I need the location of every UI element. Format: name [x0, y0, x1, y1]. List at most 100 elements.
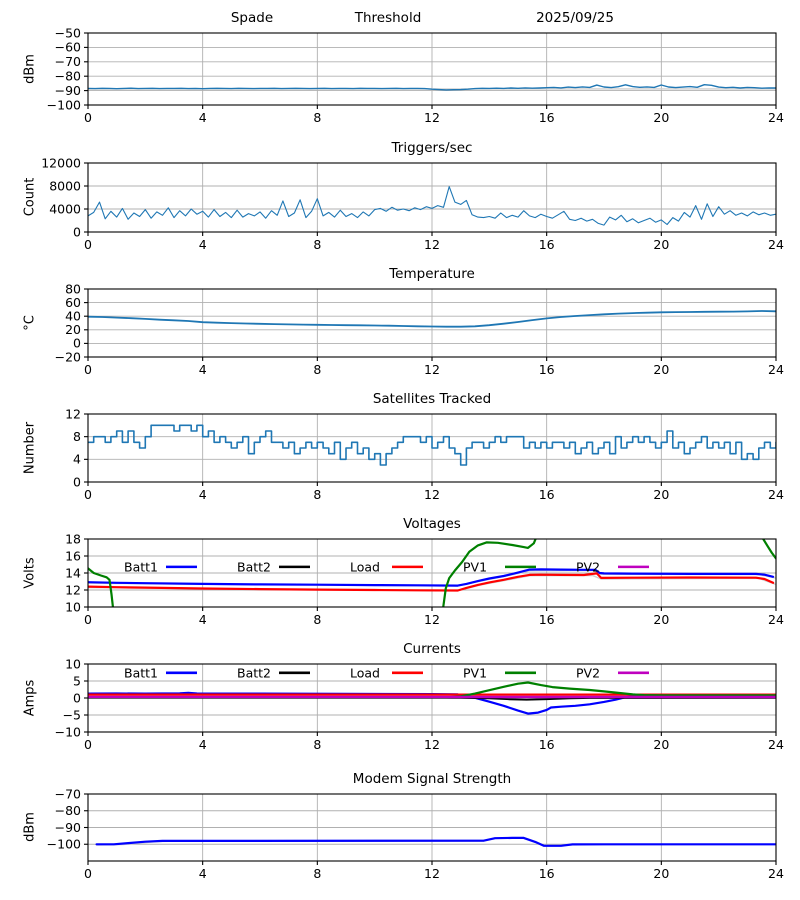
svg-text:60: 60 [65, 295, 81, 310]
svg-text:Batt1: Batt1 [124, 665, 158, 680]
svg-text:24: 24 [768, 866, 784, 881]
svg-text:16: 16 [539, 362, 555, 377]
voltages-series-batt1-voltage [88, 568, 775, 587]
svg-text:8: 8 [313, 110, 321, 125]
svg-text:PV1: PV1 [463, 665, 487, 680]
svg-text:0: 0 [84, 110, 92, 125]
voltages-chart: 10 12 14 16 18 0 4 8 12 16 20 24 Batt1 Batt2 Load PV1 PV… [65, 531, 784, 627]
currents-chart-title: Currents [403, 641, 461, 657]
svg-text:4: 4 [199, 737, 207, 752]
svg-text:PV1: PV1 [463, 559, 487, 574]
svg-text:−100: −100 [47, 837, 81, 852]
svg-text:20: 20 [653, 237, 669, 252]
svg-text:16: 16 [539, 487, 555, 502]
svg-text:80: 80 [65, 281, 81, 296]
svg-text:20: 20 [653, 866, 669, 881]
svg-text:Load: Load [350, 559, 380, 574]
svg-text:4: 4 [199, 487, 207, 502]
svg-text:24: 24 [768, 110, 784, 125]
voltages-series-pv1-voltage [761, 539, 776, 560]
svg-text:8: 8 [313, 487, 321, 502]
modem-chart-title: Modem Signal Strength [352, 771, 512, 787]
voltages-series-pv1-voltage [442, 539, 537, 607]
svg-text:20: 20 [653, 487, 669, 502]
svg-text:20: 20 [653, 612, 669, 627]
svg-text:4: 4 [73, 452, 81, 467]
svg-text:12: 12 [424, 612, 440, 627]
temperature-series-temperature [88, 310, 776, 328]
svg-text:16: 16 [539, 737, 555, 752]
svg-text:8: 8 [313, 866, 321, 881]
svg-text:0: 0 [84, 487, 92, 502]
svg-text:−80: −80 [55, 803, 81, 818]
svg-text:20: 20 [653, 737, 669, 752]
svg-text:PV2: PV2 [576, 665, 600, 680]
svg-text:Batt2: Batt2 [237, 665, 271, 680]
svg-text:8: 8 [313, 737, 321, 752]
svg-text:12: 12 [65, 406, 81, 421]
svg-text:4: 4 [199, 362, 207, 377]
svg-text:4: 4 [199, 110, 207, 125]
svg-text:0: 0 [84, 737, 92, 752]
svg-text:24: 24 [768, 487, 784, 502]
satellites-chart: 0 4 8 12 0 4 8 12 16 20 24 [65, 406, 784, 502]
svg-text:0: 0 [73, 474, 81, 489]
threshold-series-signal-level [88, 84, 776, 91]
svg-text:0: 0 [84, 612, 92, 627]
svg-text:0: 0 [84, 237, 92, 252]
svg-text:16: 16 [539, 110, 555, 125]
svg-text:12: 12 [424, 487, 440, 502]
svg-text:16: 16 [539, 237, 555, 252]
svg-text:16: 16 [65, 548, 81, 563]
svg-text:0: 0 [84, 866, 92, 881]
voltages-series-load-voltage [88, 572, 775, 592]
plot-mode-label: Threshold [354, 10, 422, 26]
svg-text:24: 24 [768, 237, 784, 252]
svg-text:PV2: PV2 [576, 559, 600, 574]
svg-text:8: 8 [313, 362, 321, 377]
svg-text:0: 0 [73, 690, 81, 705]
svg-text:20: 20 [653, 362, 669, 377]
station-name: Spade [230, 10, 274, 26]
svg-text:20: 20 [653, 110, 669, 125]
svg-text:−70: −70 [55, 786, 81, 801]
svg-text:24: 24 [768, 362, 784, 377]
satellites-series-satellites-tracked [88, 424, 776, 466]
triggers-series-trigger-count [88, 186, 776, 226]
svg-text:16: 16 [539, 866, 555, 881]
date-label: 2025/09/25 [536, 10, 614, 26]
svg-text:−90: −90 [55, 83, 81, 98]
svg-text:5: 5 [73, 673, 81, 688]
svg-text:8: 8 [313, 237, 321, 252]
svg-text:Batt2: Batt2 [237, 559, 271, 574]
svg-text:10: 10 [65, 656, 81, 671]
svg-text:8: 8 [73, 429, 81, 444]
svg-text:−100: −100 [47, 97, 81, 112]
svg-text:−70: −70 [55, 54, 81, 69]
svg-text:Load: Load [350, 665, 380, 680]
svg-text:20: 20 [65, 322, 81, 337]
svg-text:10: 10 [65, 599, 81, 614]
svg-text:−20: −20 [55, 349, 81, 364]
svg-text:12: 12 [424, 237, 440, 252]
svg-text:0: 0 [73, 224, 81, 239]
svg-text:−90: −90 [55, 820, 81, 835]
triggers-chart-title: Triggers/sec [391, 140, 473, 156]
svg-text:−80: −80 [55, 69, 81, 84]
svg-text:8000: 8000 [49, 178, 81, 193]
voltages-chart-title: Voltages [403, 516, 461, 532]
voltages-series-pv1-voltage [88, 567, 115, 607]
svg-text:0: 0 [73, 336, 81, 351]
svg-text:18: 18 [65, 531, 81, 546]
currents-series-batt1-current [88, 691, 776, 715]
svg-text:12: 12 [424, 866, 440, 881]
svg-text:0: 0 [84, 362, 92, 377]
svg-text:40: 40 [65, 309, 81, 324]
svg-text:−50: −50 [55, 25, 81, 40]
svg-text:12: 12 [424, 110, 440, 125]
